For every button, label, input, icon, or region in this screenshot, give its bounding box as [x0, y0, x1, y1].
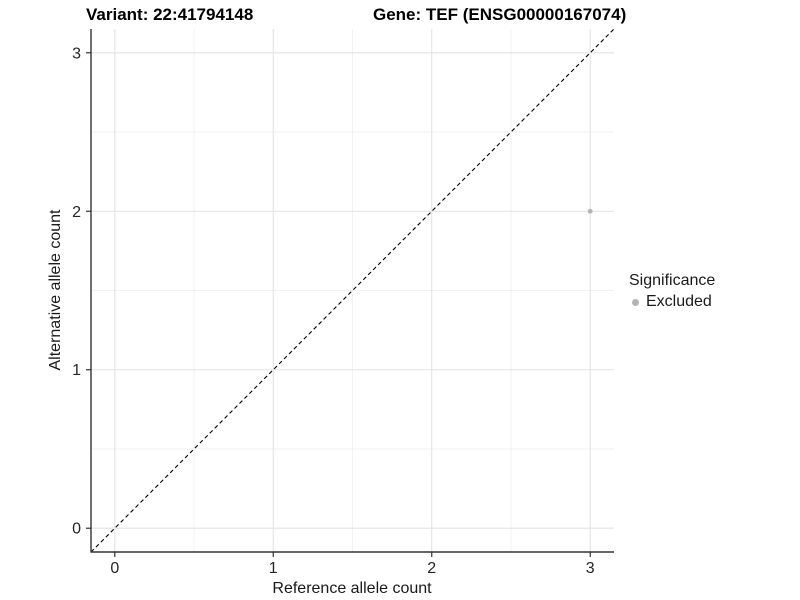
gene-title: Gene: TEF (ENSG00000167074) — [373, 5, 627, 24]
legend-title: Significance — [629, 272, 716, 289]
y-axis-title: Alternative allele count — [47, 209, 64, 371]
legend-entry-label: Excluded — [646, 293, 712, 310]
data-point — [587, 208, 593, 214]
variant-title: Variant: 22:41794148 — [86, 5, 254, 24]
legend-entry-excluded: Excluded — [629, 293, 715, 311]
legend-marker-dot-icon — [632, 298, 639, 306]
x-axis-title: Reference allele count — [272, 580, 432, 597]
x-tick-label: 3 — [586, 560, 595, 577]
legend: Significance Excluded — [629, 272, 715, 311]
y-tick-label: 1 — [72, 362, 81, 379]
y-tick-label: 3 — [72, 45, 81, 62]
y-tick-label: 2 — [72, 204, 81, 221]
y-tick-label: 0 — [72, 521, 81, 538]
x-tick-label: 1 — [269, 560, 278, 577]
x-tick-label: 0 — [110, 560, 119, 577]
x-tick-label: 2 — [427, 560, 436, 577]
identity-line — [90, 28, 615, 553]
